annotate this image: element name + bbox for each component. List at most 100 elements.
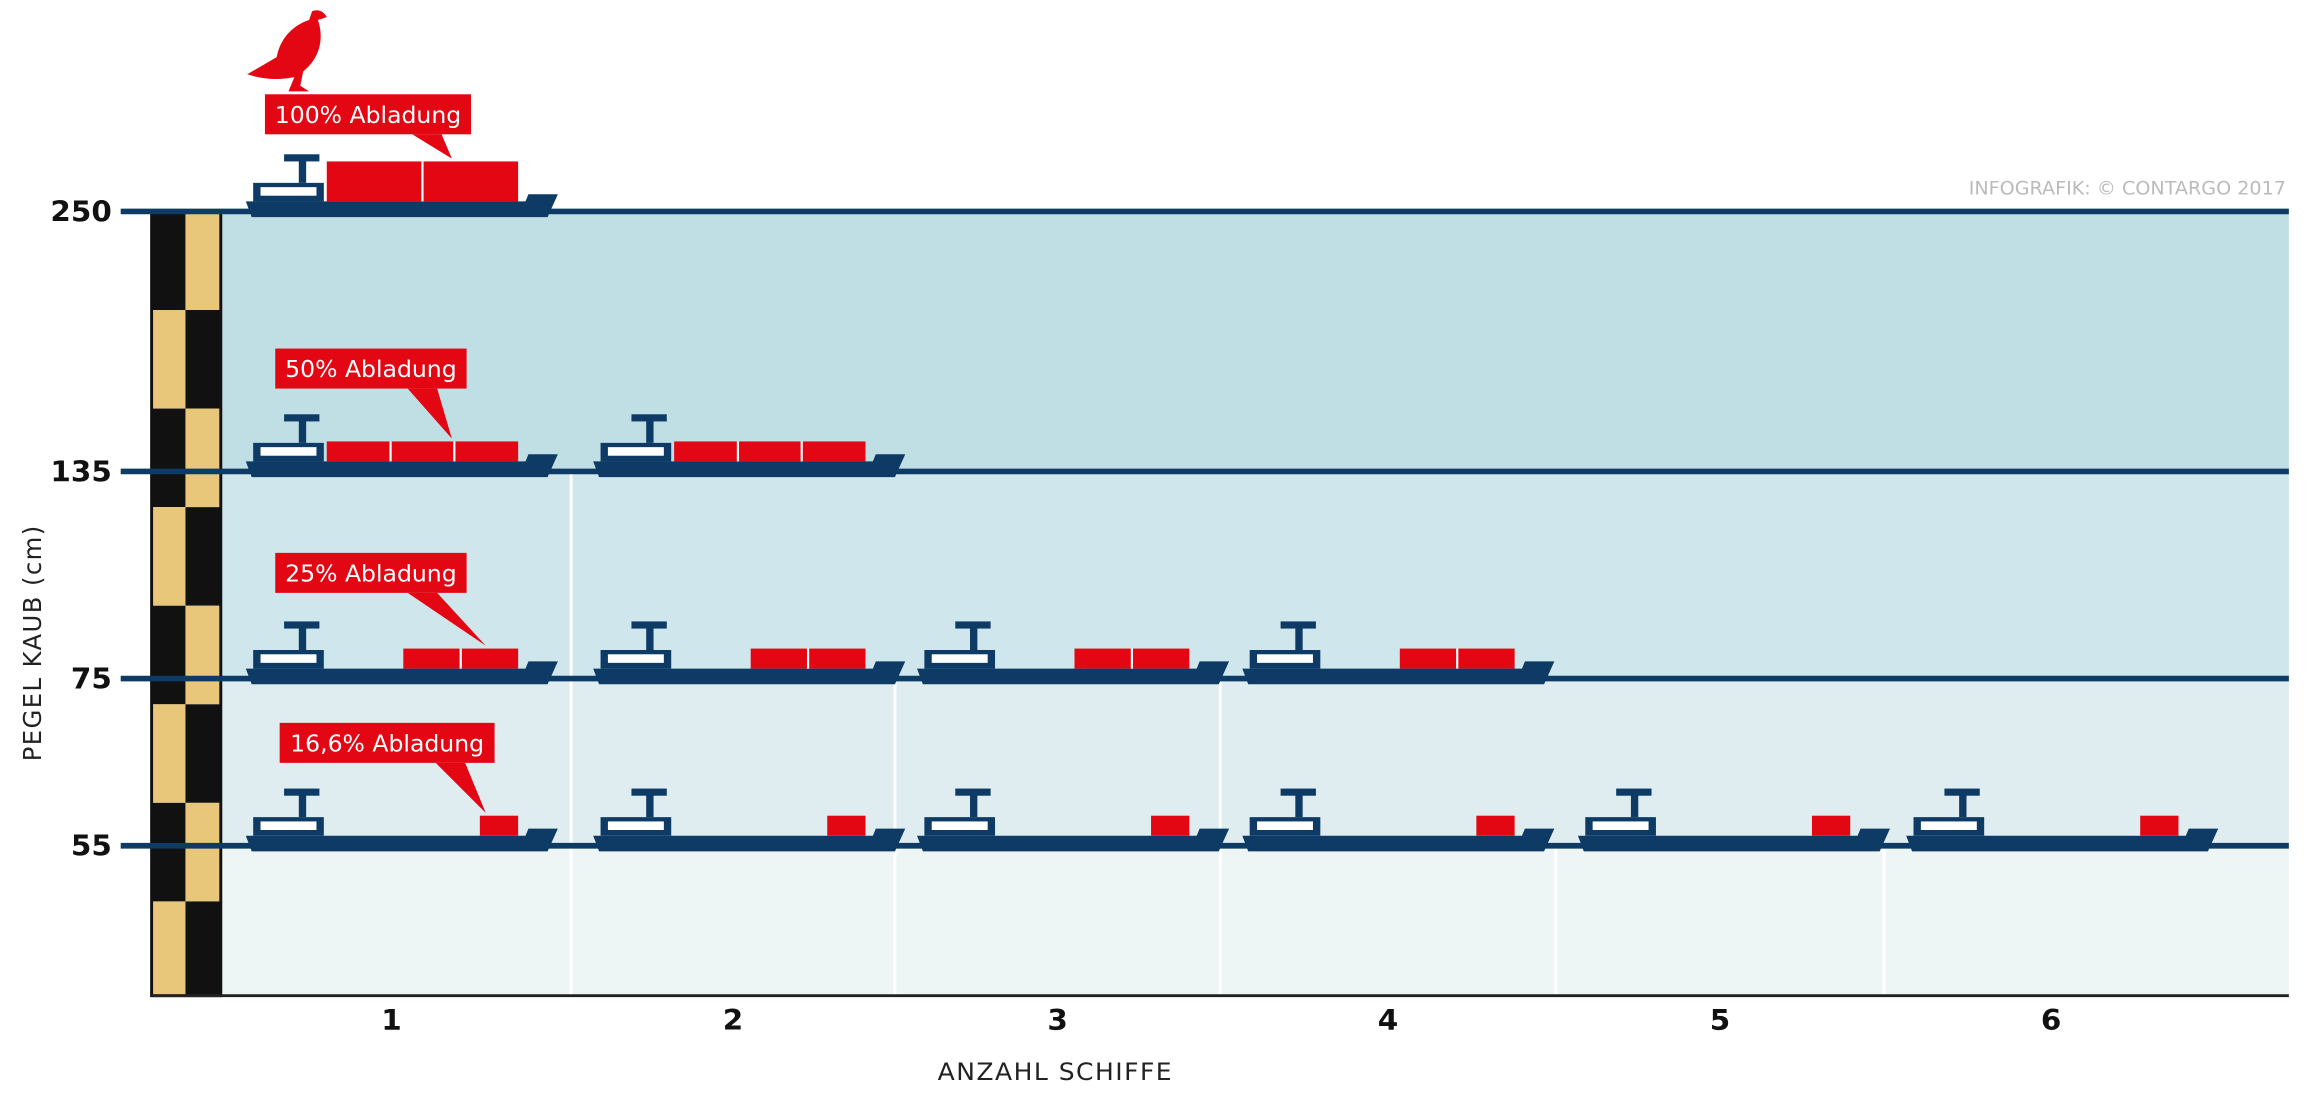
gauge-block <box>185 408 221 508</box>
mast <box>1295 791 1303 818</box>
hull <box>245 828 558 852</box>
callout-box <box>279 722 495 763</box>
ship <box>1242 621 1555 685</box>
y-tick-label: 75 <box>71 662 112 695</box>
mast-top <box>955 788 991 796</box>
ship <box>245 621 558 685</box>
gauge-block <box>151 704 186 803</box>
mast <box>1630 791 1639 818</box>
mast <box>646 624 654 650</box>
callout-box <box>264 94 472 135</box>
mast-top <box>1944 788 1980 796</box>
gauge-block <box>185 704 221 803</box>
ships <box>245 154 2219 852</box>
water-band <box>220 845 2289 996</box>
gauge-block <box>185 507 221 606</box>
cabin-window <box>1257 654 1313 663</box>
x-axis-label: ANZAHL SCHIFFE <box>938 1057 1173 1086</box>
ship <box>593 788 906 852</box>
water-band <box>220 471 2289 679</box>
callout-pointer <box>407 388 452 439</box>
hull <box>245 454 558 478</box>
mast <box>298 791 307 818</box>
gauge-block <box>151 605 186 705</box>
mast <box>1295 624 1303 650</box>
gauge <box>150 209 223 998</box>
ship <box>593 414 906 478</box>
callout-pointer <box>435 762 486 813</box>
mast-top <box>1616 788 1652 796</box>
mast-top <box>1280 621 1316 629</box>
ship <box>1577 788 1890 852</box>
gauge-block <box>151 901 186 996</box>
x-tick-label: 4 <box>1378 1003 1398 1036</box>
mast-top <box>284 154 320 162</box>
credit: INFOGRAFIK: © CONTARGO 2017 <box>1969 179 2286 200</box>
x-tick-label: 1 <box>381 1003 401 1036</box>
y-tick-label: 135 <box>50 455 111 488</box>
hull <box>917 828 1230 852</box>
cabin-window <box>607 821 664 830</box>
y-tick-label: 250 <box>50 195 111 228</box>
mast <box>970 624 978 650</box>
callout-pointer <box>412 134 452 159</box>
y-axis-label: PEGEL KAUB (cm) <box>18 524 47 761</box>
callout-label: 100% Abladung <box>275 102 461 129</box>
gauge-block <box>185 310 221 409</box>
hull <box>593 661 906 685</box>
hull <box>245 194 558 218</box>
cabin-window <box>260 654 317 663</box>
cargo <box>1151 815 1190 836</box>
ship <box>917 621 1230 685</box>
water-band <box>220 211 2289 472</box>
callout-box <box>275 348 467 389</box>
gauge-block <box>151 408 186 508</box>
cargo <box>827 815 866 836</box>
mast <box>970 791 978 818</box>
x-tick-label: 2 <box>723 1003 743 1036</box>
cargo <box>326 441 519 462</box>
cargo <box>1811 815 1851 836</box>
gauge-block <box>185 802 221 902</box>
cabin-window <box>1592 821 1649 830</box>
callout-label: 25% Abladung <box>285 561 456 588</box>
gauge-block <box>151 310 186 409</box>
hull <box>1242 828 1555 852</box>
gauge-block <box>151 211 186 310</box>
cabin-window <box>1257 821 1313 830</box>
gauge-block <box>185 211 221 310</box>
gauge-block <box>185 605 221 705</box>
ship <box>245 788 558 852</box>
cabin-window <box>931 654 988 663</box>
cargo <box>674 441 866 462</box>
mast <box>298 157 307 183</box>
ship <box>1242 788 1555 852</box>
cabin-window <box>1920 821 1977 830</box>
mast-top <box>631 621 667 629</box>
mast-top <box>1280 788 1316 796</box>
cargo <box>479 815 519 836</box>
gauge-block <box>151 802 186 902</box>
mast-top <box>284 621 320 629</box>
cabin-window <box>260 447 317 456</box>
cabin-window <box>607 447 664 456</box>
hull <box>1242 661 1555 685</box>
x-tick-label: 5 <box>1710 1003 1730 1036</box>
mast <box>646 791 654 818</box>
callout-label: 16,6% Abladung <box>290 731 484 758</box>
mast <box>298 624 307 650</box>
cabin-window <box>607 654 664 663</box>
ship <box>245 154 558 218</box>
mast-top <box>284 414 320 422</box>
cargo <box>2140 815 2179 836</box>
ship <box>245 414 558 478</box>
cabin-window <box>260 187 317 196</box>
y-tick-label: 55 <box>71 829 112 862</box>
callout-pointer <box>407 592 486 646</box>
x-tick-label: 6 <box>2041 1003 2061 1036</box>
mast-top <box>631 788 667 796</box>
mast-top <box>284 788 320 796</box>
callout-box <box>275 552 467 593</box>
hull <box>917 661 1230 685</box>
